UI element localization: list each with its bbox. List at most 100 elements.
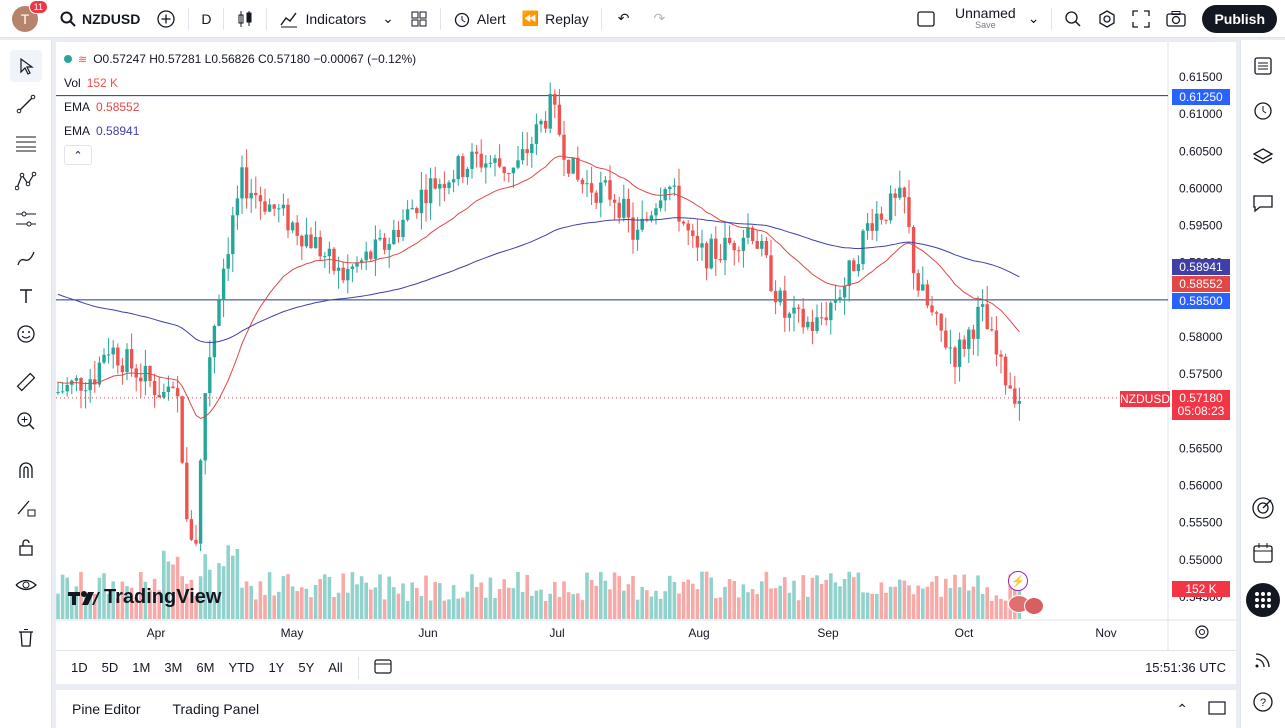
volume-bar (640, 586, 644, 619)
signal-button[interactable] (1247, 644, 1279, 676)
volume-bar (562, 581, 566, 619)
alerts-button[interactable] (1247, 94, 1279, 126)
candle-body (56, 392, 60, 394)
volume-bar (870, 593, 874, 619)
chart-type-button[interactable] (228, 0, 262, 38)
axis-settings-button[interactable] (1194, 624, 1212, 642)
zoom-tool[interactable] (10, 405, 42, 437)
volume-bar (507, 587, 511, 619)
text-tool[interactable] (10, 280, 42, 312)
broadcast-icon (1255, 653, 1270, 668)
volume-bar (189, 579, 194, 619)
compare-button[interactable] (148, 0, 184, 38)
volume-bar (727, 579, 732, 619)
hide-tool[interactable] (10, 569, 42, 601)
quick-search-button[interactable] (1056, 0, 1090, 38)
candle-body (116, 347, 120, 366)
ruler-tool[interactable] (10, 366, 42, 398)
notification-badge: 11 (28, 0, 48, 14)
range-5d[interactable]: 5D (101, 660, 119, 675)
lock-tool[interactable] (10, 531, 42, 563)
top-toolbar: T 11 NZDUSD D Indicators ⌄ Alert ⏪ Replay… (0, 0, 1285, 38)
idea-stream-button[interactable] (1247, 492, 1279, 524)
ema-slow-legend[interactable]: EMA 0.58941 (64, 124, 139, 138)
expand-panel-button[interactable]: ⌃ (1166, 701, 1198, 718)
chart-pane[interactable]: 0.615000.610000.605000.600000.595000.590… (56, 42, 1236, 650)
range-1m[interactable]: 1M (132, 660, 151, 675)
text-icon (20, 289, 32, 303)
products-button[interactable] (1246, 583, 1280, 617)
candle-body (640, 218, 644, 230)
volume-bar (815, 575, 819, 619)
candle-body (695, 235, 700, 248)
object-tree-button[interactable] (1247, 141, 1279, 173)
publish-button[interactable]: Publish (1202, 4, 1277, 33)
candle-body (806, 321, 810, 328)
range-5y[interactable]: 5Y (298, 660, 315, 675)
replay-button[interactable]: ⏪ Replay (514, 0, 597, 38)
candle-body (484, 163, 488, 168)
pattern-tool[interactable] (10, 165, 42, 197)
fib-tool[interactable] (10, 127, 42, 159)
range-3m[interactable]: 3M (164, 660, 183, 675)
tab-pine-editor[interactable]: Pine Editor (72, 701, 141, 717)
calendar-button[interactable] (1247, 537, 1279, 569)
settings-button[interactable] (1090, 0, 1124, 38)
candle-body (566, 159, 571, 174)
watchlist-button[interactable] (1247, 50, 1279, 82)
volume-legend[interactable]: Vol 152 K (64, 76, 118, 90)
tab-trading-panel[interactable]: Trading Panel (172, 701, 260, 717)
emoji-tool[interactable] (10, 318, 42, 350)
brush-tool[interactable] (10, 242, 42, 274)
goto-date-button[interactable] (363, 657, 403, 678)
forecast-tool[interactable] (10, 203, 42, 235)
redo-button[interactable]: ↷ (641, 0, 677, 38)
help-button[interactable]: ? (1247, 686, 1279, 718)
undo-button[interactable]: ↶ (606, 0, 642, 38)
candle-body (438, 184, 442, 189)
ema-fast-legend[interactable]: EMA 0.58552 (64, 100, 139, 114)
trendline-tool[interactable] (10, 88, 42, 120)
fullscreen-button[interactable] (1124, 0, 1158, 38)
candle-body (93, 379, 97, 385)
price-chart[interactable]: 0.615000.610000.605000.600000.595000.590… (56, 42, 1236, 650)
range-ytd[interactable]: YTD (228, 660, 255, 675)
range-all[interactable]: All (328, 660, 343, 675)
layouts-button[interactable] (402, 0, 436, 38)
range-1d[interactable]: 1D (71, 660, 88, 675)
user-avatar[interactable]: T 11 (12, 0, 48, 32)
candle-body (309, 234, 313, 249)
event-lightning-icon[interactable]: ⚡ (1008, 571, 1028, 591)
volume-bar (649, 596, 654, 619)
candle-body (516, 160, 520, 168)
collapse-legend-button[interactable]: ⌃ (64, 145, 92, 165)
clock[interactable]: 15:51:36 UTC (1145, 660, 1226, 675)
volume-bar (967, 590, 971, 619)
candle-body (240, 167, 244, 199)
range-1y[interactable]: 1Y (268, 660, 285, 675)
candle-body (833, 299, 838, 303)
volume-bar (479, 582, 483, 619)
economic-event-flag-icon[interactable] (1024, 597, 1044, 615)
stay-drawing-tool[interactable] (10, 492, 42, 524)
indicators-button[interactable]: Indicators ⌄ (271, 0, 401, 38)
volume-bar (833, 582, 838, 619)
snapshot-button[interactable] (1158, 0, 1194, 38)
maximize-panel-button[interactable] (1198, 700, 1236, 719)
alert-button[interactable]: Alert (445, 0, 514, 38)
symbol-search-button[interactable]: NZDUSD (52, 0, 148, 38)
remove-tool[interactable] (10, 622, 42, 654)
apps-grid-icon (1255, 592, 1271, 608)
candle-body (608, 180, 612, 200)
range-6m[interactable]: 6M (196, 660, 215, 675)
gear-icon (1099, 9, 1116, 28)
interval-button[interactable]: D (193, 0, 219, 38)
candle-body (962, 339, 966, 349)
chats-button[interactable] (1247, 187, 1279, 219)
price-tick-label: 0.57500 (1179, 367, 1223, 381)
candle-body (465, 168, 470, 178)
magnet-tool[interactable] (10, 454, 42, 486)
candle-body (323, 256, 327, 258)
cursor-tool[interactable] (10, 50, 42, 82)
layout-menu[interactable]: Unnamed Save ⌄ (909, 0, 1047, 38)
